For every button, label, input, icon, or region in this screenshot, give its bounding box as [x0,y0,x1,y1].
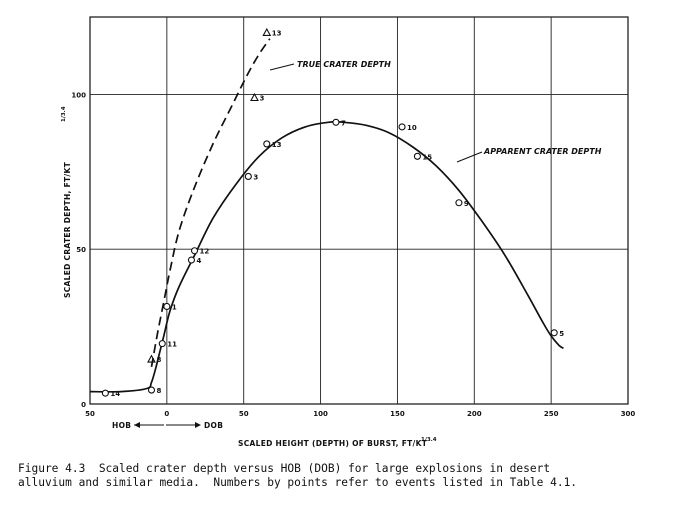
point-label: 3 [259,94,264,102]
plot-frame [89,16,629,405]
circle-marker [101,389,109,397]
apparent-crater-depth-curve [89,120,564,393]
y-tick-label: 50 [76,246,86,254]
point-label: 7 [341,119,346,127]
triangle-marker [262,27,272,37]
point-label: 1 [172,303,177,311]
circle-marker [187,256,196,264]
caption-line-2: alluvium and similar media. Numbers by p… [18,476,578,489]
point-label: 12 [200,248,210,256]
grid [89,16,629,405]
x-tick-label: 100 [313,410,328,418]
circle-marker [244,172,252,180]
circle-marker [147,386,156,394]
x-tick-label: 50 [85,410,95,418]
x-tick-label: 0 [164,410,169,418]
point-label: 8 [156,356,161,364]
x-tick-label: 200 [467,410,482,418]
circle-marker [550,329,558,337]
dob-arrow-head [195,422,201,428]
x-tick-label: 300 [621,410,636,418]
circle-marker [398,123,406,131]
caption-line-1: Figure 4.3 Scaled crater depth versus HO… [18,462,551,475]
true-crater-depth-curve [150,38,271,367]
dob-label: DOB [204,421,223,430]
apparent-crater-depth-leader [456,151,483,163]
circle-marker [158,340,166,348]
point-label: 4 [196,257,201,265]
circle-marker [413,152,421,160]
x-tick-label: 250 [544,410,559,418]
triangle-marker [250,92,259,102]
point-label: 11 [167,341,177,349]
y-tick-label: 0 [81,401,86,409]
point-label: 3 [253,173,258,181]
circle-marker [263,140,271,148]
true-crater-depth-leader [269,63,295,71]
y-axis-label: SCALED CRATER DEPTH, FT/KT [63,161,72,298]
apparent-crater-depth-label: APPARENT CRATER DEPTH [483,147,602,156]
point-label: 5 [559,330,564,338]
point-label: 15 [422,153,432,161]
circle-marker [332,118,340,126]
point-label: 8 [156,387,161,395]
figure-caption: Figure 4.3 Scaled crater depth versus HO… [18,462,668,490]
circle-marker [455,199,463,207]
triangle-marker [147,354,156,363]
hob-label: HOB [112,421,131,430]
circle-marker [190,247,199,255]
true-crater-depth-label: TRUE CRATER DEPTH [297,60,391,69]
hob-arrow-head [134,422,140,428]
circle-marker [163,302,171,311]
curves [89,38,564,393]
x-tick-label: 150 [390,410,405,418]
x-tick-label: 50 [239,410,249,418]
point-label: 14 [110,390,120,398]
x-axis-label: SCALED HEIGHT (DEPTH) OF BURST, FT/KT [238,439,428,448]
y-axis-label-exponent: 1/3.4 [61,106,67,122]
point-label: 10 [407,124,417,132]
x-axis-label-exponent: 1/3.4 [421,437,437,443]
y-tick-label: 100 [71,91,86,99]
point-label: 9 [464,200,469,208]
point-label: 13 [272,141,282,149]
point-label: 13 [272,29,282,37]
